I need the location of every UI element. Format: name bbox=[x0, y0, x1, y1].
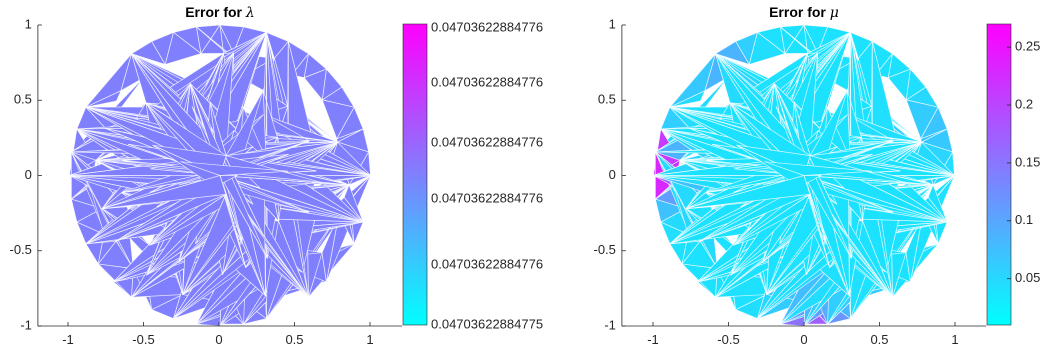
axes-mu: -1 -0.5 0 0.5 1 -1 -0.5 0 0.5 1 bbox=[593, 16, 987, 347]
mesh-triangle bbox=[115, 174, 238, 242]
colorbar-tick: 0.05 bbox=[1015, 270, 1040, 285]
x-tick-label: 1 bbox=[366, 332, 373, 347]
chart-title-mu: Error for μ bbox=[769, 4, 839, 21]
mesh-triangle bbox=[669, 90, 706, 108]
colorbar-tick: 0.04703622884776 bbox=[431, 256, 543, 271]
colorbar-tick: 0.04703622884775 bbox=[431, 316, 543, 331]
mesh-triangle bbox=[131, 41, 166, 65]
colorbar-tick: 0.04703622884776 bbox=[431, 74, 543, 89]
mesh-triangle bbox=[920, 128, 948, 143]
x-tick-label: 0 bbox=[800, 332, 807, 347]
colorbar-lambda: 0.04703622884775 0.04703622884776 0.0470… bbox=[402, 19, 543, 331]
mesh-triangle bbox=[164, 32, 202, 65]
panel-lambda: Error for λ -1 -0.5 0 0.5 1 -1 -0.5 0 0.5 1 0.047… bbox=[9, 4, 543, 347]
mesh-triangle bbox=[905, 99, 939, 140]
colorbar-mu: 0.05 0.1 0.15 0.2 0.25 bbox=[986, 23, 1040, 326]
chart-title-lambda: Error for λ bbox=[185, 4, 255, 21]
mesh-triangle bbox=[681, 240, 718, 269]
plot-area-lambda bbox=[69, 24, 371, 327]
x-tick-label: 0.5 bbox=[285, 332, 303, 347]
x-tick-label: -1 bbox=[647, 332, 659, 347]
colorbar-tick: 0.04703622884776 bbox=[431, 19, 543, 34]
axes-lambda: -1 -0.5 0 0.5 1 -1 -0.5 0 0.5 1 bbox=[9, 16, 403, 347]
colorbar-tick: 0.04703622884776 bbox=[431, 134, 543, 149]
y-tick-label: 0 bbox=[609, 167, 616, 182]
y-tick-label: -0.5 bbox=[9, 242, 31, 257]
mesh-triangle bbox=[748, 32, 786, 65]
y-tick-label: 0 bbox=[25, 167, 32, 182]
y-tick-label: 1 bbox=[25, 16, 32, 31]
x-tick-label: -0.5 bbox=[717, 332, 739, 347]
y-tick-label: -1 bbox=[604, 317, 616, 332]
mesh-triangle bbox=[905, 213, 924, 283]
mesh-triangle bbox=[97, 240, 134, 269]
mesh-triangle bbox=[715, 41, 750, 65]
mesh-triangle bbox=[336, 128, 364, 143]
mesh-triangle bbox=[101, 175, 227, 209]
colorbar-tick: 0.25 bbox=[1015, 39, 1040, 54]
y-tick-label: 1 bbox=[609, 16, 616, 31]
x-tick-label: 0 bbox=[215, 332, 222, 347]
colorbar-tick: 0.04703622884776 bbox=[431, 190, 543, 205]
mesh-triangle bbox=[303, 68, 327, 101]
x-tick-label: -0.5 bbox=[132, 332, 154, 347]
mesh-triangle bbox=[764, 161, 872, 176]
colorbar-tick: 0.2 bbox=[1015, 96, 1033, 111]
y-tick-label: -1 bbox=[20, 317, 32, 332]
mesh-triangle bbox=[85, 90, 122, 108]
y-tick-label: -0.5 bbox=[593, 242, 615, 257]
y-tick-label: 0.5 bbox=[14, 92, 32, 107]
x-tick-label: -1 bbox=[62, 332, 74, 347]
colorbar-gradient bbox=[986, 23, 1012, 326]
mesh-triangle bbox=[321, 213, 340, 283]
y-tick-label: 0.5 bbox=[598, 92, 616, 107]
panel-mu: Error for μ -1 -0.5 0 0.5 1-1-0.500.51 0.050… bbox=[593, 4, 1040, 347]
colorbar-gradient bbox=[402, 23, 428, 326]
colorbar-tick: 0.1 bbox=[1015, 212, 1033, 227]
mesh-triangle bbox=[180, 161, 288, 176]
x-tick-label: 0.5 bbox=[870, 332, 888, 347]
mesh-triangle bbox=[685, 175, 811, 209]
colorbar-tick: 0.15 bbox=[1015, 154, 1040, 169]
mesh-triangle bbox=[887, 68, 911, 101]
plot-area-mu bbox=[653, 24, 955, 327]
x-tick-label: 1 bbox=[951, 332, 958, 347]
mesh-triangle bbox=[321, 99, 355, 140]
